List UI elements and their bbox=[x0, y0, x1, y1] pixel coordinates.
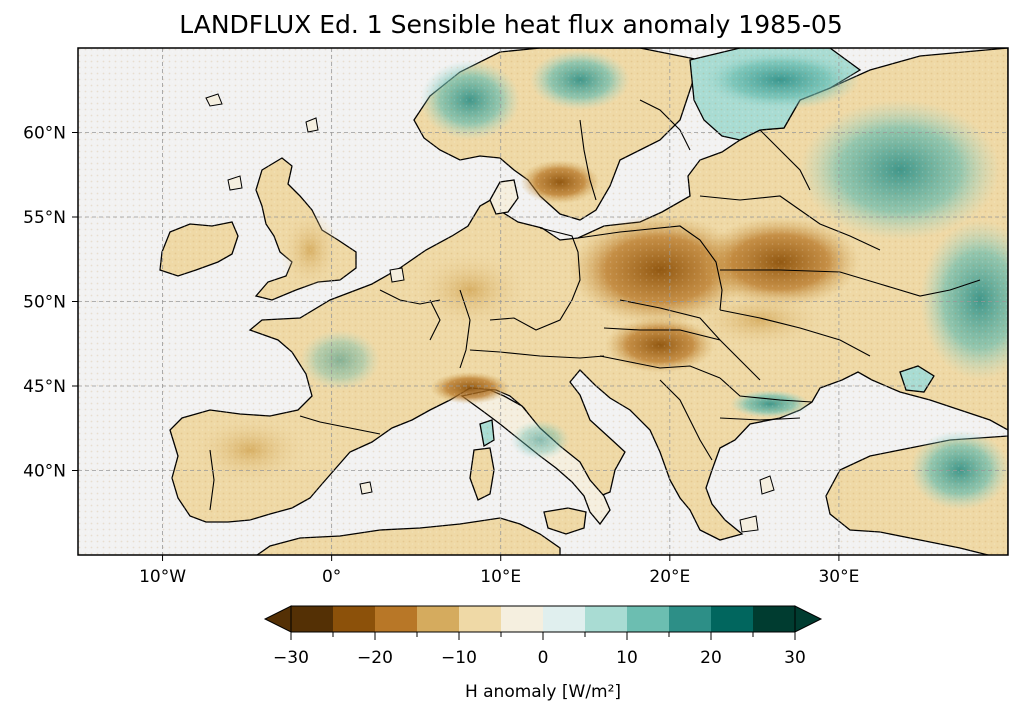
colorbar-segment bbox=[711, 606, 754, 632]
colorbar-segment bbox=[627, 606, 670, 632]
colorbar-segment bbox=[291, 606, 334, 632]
lat-axis: 60°N 55°N 50°N 45°N 40°N bbox=[23, 124, 78, 482]
lat-tick-label: 55°N bbox=[23, 208, 66, 228]
lat-tick-label: 60°N bbox=[23, 124, 66, 144]
lon-tick-label: 20°E bbox=[649, 567, 690, 587]
gridlines bbox=[78, 48, 1008, 555]
lon-tick-label: 30°E bbox=[818, 567, 859, 587]
land-layer bbox=[78, 48, 1008, 555]
islands bbox=[205, 93, 775, 533]
colorbar-segment bbox=[543, 606, 586, 632]
lon-tick-label: 0° bbox=[322, 567, 341, 587]
colorbar-segment bbox=[669, 606, 712, 632]
colorbar: −30 −20 −10 0 10 20 30 bbox=[263, 605, 823, 668]
lon-axis: 10°W 0° 10°E 20°E 30°E bbox=[139, 555, 859, 587]
colorbar-tick-label: 0 bbox=[538, 648, 549, 668]
colorbar-extend-low bbox=[263, 605, 292, 633]
lon-tick-label: 10°W bbox=[139, 567, 186, 587]
colorbar-tick-label: 30 bbox=[784, 648, 806, 668]
colorbar-extend-high bbox=[794, 605, 823, 633]
map-title: LANDFLUX Ed. 1 Sensible heat flux anomal… bbox=[179, 10, 843, 39]
colorbar-segment bbox=[375, 606, 418, 632]
lat-tick-label: 45°N bbox=[23, 377, 66, 397]
colorbar-tick-label: −30 bbox=[273, 648, 309, 668]
colorbar-segment bbox=[459, 606, 502, 632]
lat-tick-label: 40°N bbox=[23, 462, 66, 482]
lon-tick-label: 10°E bbox=[480, 567, 521, 587]
colorbar-tick-label: −10 bbox=[441, 648, 477, 668]
colorbar-tick-label: −20 bbox=[357, 648, 393, 668]
colorbar-segment bbox=[333, 606, 376, 632]
colorbar-tick-label: 20 bbox=[700, 648, 722, 668]
colorbar-segment bbox=[417, 606, 460, 632]
colorbar-segment bbox=[501, 606, 544, 632]
colorbar-label: H anomaly [W/m²] bbox=[465, 682, 621, 702]
colorbar-segment bbox=[585, 606, 628, 632]
colorbar-segment bbox=[753, 606, 796, 632]
lat-tick-label: 50°N bbox=[23, 293, 66, 313]
colorbar-tick-label: 10 bbox=[616, 648, 638, 668]
